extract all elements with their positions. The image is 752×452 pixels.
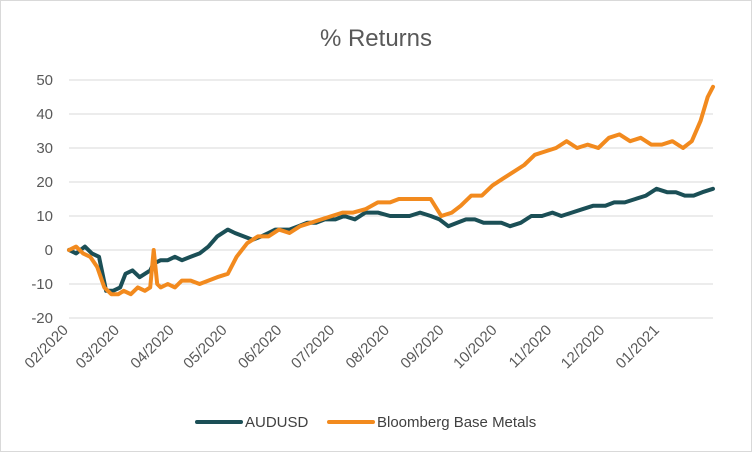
- x-tick-label: 05/2020: [180, 322, 230, 372]
- x-tick-label: 02/2020: [21, 322, 71, 372]
- y-tick-label: 10: [36, 208, 53, 225]
- y-tick-label: 30: [36, 140, 53, 157]
- series-lines: [67, 84, 715, 297]
- x-tick-label: 04/2020: [127, 322, 177, 372]
- x-axis: 02/2020 03/2020 04/2020 05/2020 06/2020 07/20…: [21, 322, 662, 372]
- legend-label: AUDUSD: [245, 414, 309, 431]
- x-tick-label: 07/2020: [288, 322, 338, 372]
- series-line-2: [67, 84, 715, 297]
- x-tick-label: 08/2020: [343, 322, 393, 372]
- chart-title: % Returns: [320, 25, 432, 52]
- y-tick-label: 20: [36, 174, 53, 191]
- y-tick-label: 0: [45, 242, 53, 259]
- x-tick-label: 06/2020: [235, 322, 285, 372]
- y-tick-label: -10: [31, 276, 53, 293]
- y-tick-label: -20: [31, 310, 53, 327]
- legend-label: Bloomberg Base Metals: [377, 414, 536, 431]
- x-tick-label: 01/2021: [613, 322, 663, 372]
- y-tick-label: 40: [36, 106, 53, 123]
- x-tick-label: 03/2020: [73, 322, 123, 372]
- legend: AUDUSD Bloomberg Base Metals: [195, 414, 536, 431]
- x-tick-label: 09/2020: [397, 322, 447, 372]
- gridlines: [69, 79, 713, 319]
- x-tick-label: 12/2020: [558, 322, 608, 372]
- y-tick-label: 50: [36, 72, 53, 89]
- x-tick-label: 11/2020: [506, 322, 556, 372]
- x-tick-label: 10/2020: [450, 322, 500, 372]
- y-axis: -20 -10 0 10 20 30 40 50: [31, 72, 53, 327]
